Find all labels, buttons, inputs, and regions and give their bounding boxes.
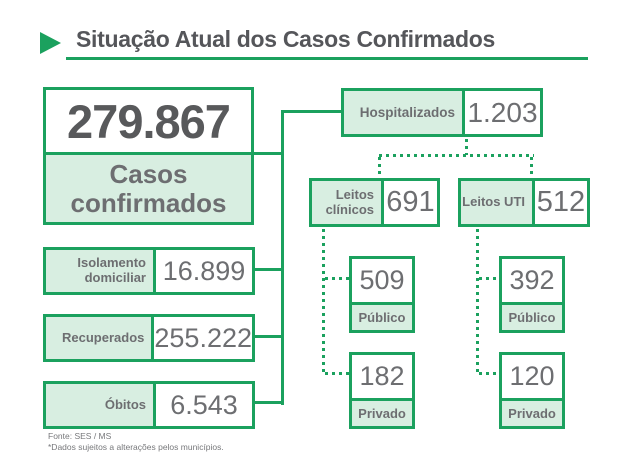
clinical-private-value: 182 (359, 361, 405, 391)
clinical-public-box: 509 Público (349, 256, 415, 333)
connector-trunk-vertical (281, 110, 284, 405)
connector-hospitalized (284, 110, 341, 113)
icu-private-box: 120 Privado (499, 352, 565, 429)
recovered-value: 255.222 (154, 322, 252, 353)
confirmed-cases-box: 279.867 Casos confirmados (43, 87, 254, 225)
icu-private-label: Privado (502, 398, 562, 426)
icu-private-value: 120 (509, 361, 555, 391)
hospitalized-box: Hospitalizados 1.203 (341, 88, 543, 137)
dotted-clinical-private-stub (325, 372, 349, 375)
clinical-beds-value: 691 (386, 186, 435, 218)
clinical-public-value: 509 (359, 265, 405, 295)
clinical-private-box: 182 Privado (349, 352, 415, 429)
deaths-label: Óbitos (46, 384, 156, 426)
connector-main-box (252, 152, 284, 155)
connector-home-isolation (253, 268, 283, 271)
home-isolation-box: Isolamento domiciliar 16.899 (43, 247, 255, 295)
deaths-value: 6.543 (170, 389, 238, 420)
confirmed-cases-value: 279.867 (67, 94, 231, 148)
play-triangle-icon (40, 32, 61, 54)
icu-beds-value: 512 (536, 186, 586, 218)
clinical-beds-label: Leitos clínicos (312, 181, 384, 224)
footer-note: *Dados sujeitos a alterações pelos munic… (48, 442, 224, 452)
dotted-clinical-branch (322, 229, 325, 376)
deaths-box: Óbitos 6.543 (43, 381, 255, 429)
footer-source: Fonte: SES / MS (48, 431, 112, 441)
home-isolation-label: Isolamento domiciliar (46, 250, 156, 292)
dotted-icu-stub (530, 157, 533, 178)
page-title: Situação Atual dos Casos Confirmados (76, 26, 496, 52)
icu-public-value: 392 (509, 265, 555, 295)
dotted-icu-public-stub (479, 277, 499, 280)
hospitalized-label: Hospitalizados (344, 91, 465, 134)
confirmed-cases-label: Casos confirmados (46, 152, 251, 222)
recovered-box: Recuperados 255.222 (43, 314, 255, 362)
hospitalized-value: 1.203 (467, 96, 538, 128)
dotted-clinical-stub (378, 157, 381, 178)
dotted-beds-crossbar (379, 154, 534, 157)
clinical-private-label: Privado (352, 398, 412, 426)
icu-public-box: 392 Público (499, 256, 565, 333)
connector-deaths (253, 401, 283, 404)
icu-beds-label: Leitos UTI (461, 181, 535, 224)
title-underline (66, 57, 588, 60)
dotted-icu-branch (476, 229, 479, 376)
icu-beds-box: Leitos UTI 512 (458, 178, 590, 227)
footer: Fonte: SES / MS *Dados sujeitos a altera… (48, 431, 224, 453)
clinical-beds-box: Leitos clínicos 691 (309, 178, 440, 227)
dotted-hospitalized-stub (465, 139, 468, 155)
connector-recovered (253, 335, 283, 338)
recovered-label: Recuperados (46, 317, 155, 359)
dotted-icu-private-stub (479, 372, 499, 375)
home-isolation-value: 16.899 (162, 255, 246, 286)
dotted-clinical-public-stub (325, 277, 349, 280)
icu-public-label: Público (502, 302, 562, 330)
clinical-public-label: Público (352, 302, 412, 330)
